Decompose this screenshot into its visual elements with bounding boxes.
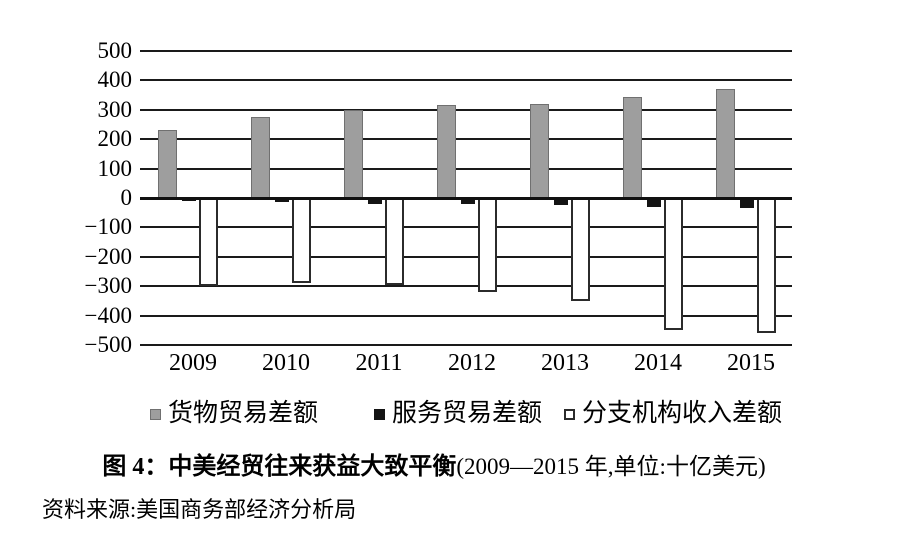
bar-goods-2015 <box>716 89 735 198</box>
y-axis-tick-label: −400 <box>84 302 132 328</box>
bar-services-2014 <box>647 198 661 207</box>
bar-branch-2013 <box>571 198 590 301</box>
bar-branch-2011 <box>385 198 404 285</box>
bar-goods-2011 <box>344 109 363 198</box>
grid-line <box>140 344 792 346</box>
legend-item-branch: 分支机构收入差额 <box>564 401 782 427</box>
y-axis-tick-label: 200 <box>97 126 133 152</box>
legend-label-goods: 货物贸易差额 <box>168 400 319 427</box>
y-axis-tick-label: 0 <box>120 185 133 210</box>
grid-line <box>140 138 792 141</box>
legend-swatch-goods-icon <box>150 408 161 420</box>
bar-goods-2010 <box>251 117 270 198</box>
y-axis-tick-label: −100 <box>84 214 132 240</box>
zero-axis-line <box>140 196 792 200</box>
legend-item-goods: 货物贸易差额 <box>150 401 318 427</box>
bar-branch-2009 <box>199 198 218 287</box>
bar-services-2010 <box>275 198 289 203</box>
figure-title-subtitle: (2009—2015 年,单位:十亿美元) <box>456 454 766 479</box>
bar-services-2015 <box>740 198 754 209</box>
bar-goods-2009 <box>158 130 177 198</box>
figure-title-main: 图 4：中美经贸往来获益大致平衡 <box>102 454 457 480</box>
x-axis-tick-label: 2009 <box>169 350 217 376</box>
grid-line <box>140 79 792 82</box>
legend-swatch-branch-icon <box>564 408 576 420</box>
y-axis-tick-label: −500 <box>84 332 132 357</box>
bar-branch-2010 <box>292 198 311 284</box>
grid-line <box>140 285 792 288</box>
bar-services-2012 <box>461 198 475 204</box>
x-axis-tick-label: 2012 <box>448 350 496 376</box>
y-axis-tick-label: 100 <box>97 155 133 181</box>
bar-goods-2014 <box>623 96 642 198</box>
bar-services-2013 <box>554 198 568 206</box>
legend-label-services: 服务贸易差额 <box>392 400 543 427</box>
grid-line <box>140 226 792 229</box>
x-axis-tick-label: 2011 <box>355 350 403 376</box>
bar-services-2011 <box>368 198 382 204</box>
bar-branch-2015 <box>757 198 776 334</box>
legend-label-branch: 分支机构收入差额 <box>582 400 783 427</box>
y-axis-tick-label: 300 <box>97 96 133 122</box>
bar-branch-2012 <box>478 198 497 293</box>
figure-title: 图 4：中美经贸往来获益大致平衡(2009—2015 年,单位:十亿美元) <box>0 452 900 482</box>
legend-item-services: 服务贸易差额 <box>374 401 542 427</box>
x-axis-tick-label: 2015 <box>727 350 775 376</box>
legend-swatch-services-icon <box>374 408 386 420</box>
grid-line <box>140 167 792 170</box>
grid-line <box>140 314 792 317</box>
source-note: 资料来源:美国商务部经济分析局 <box>42 497 357 522</box>
x-axis-tick-label: 2014 <box>634 350 682 376</box>
grid-line <box>140 108 792 111</box>
y-axis-tick-label: −300 <box>84 273 132 299</box>
grid-line <box>140 50 792 52</box>
y-axis-tick-label: 500 <box>97 38 133 63</box>
chart-legend: 货物贸易差额 服务贸易差额 分支机构收入差额 <box>150 401 782 427</box>
y-axis-tick-label: 400 <box>97 67 133 93</box>
bar-goods-2012 <box>437 105 456 198</box>
bar-branch-2014 <box>664 198 683 331</box>
x-axis-tick-label: 2013 <box>541 350 589 376</box>
grid-line <box>140 255 792 258</box>
bar-goods-2013 <box>530 103 549 198</box>
y-axis-tick-label: −200 <box>84 243 132 269</box>
x-axis-tick-label: 2010 <box>262 350 310 376</box>
